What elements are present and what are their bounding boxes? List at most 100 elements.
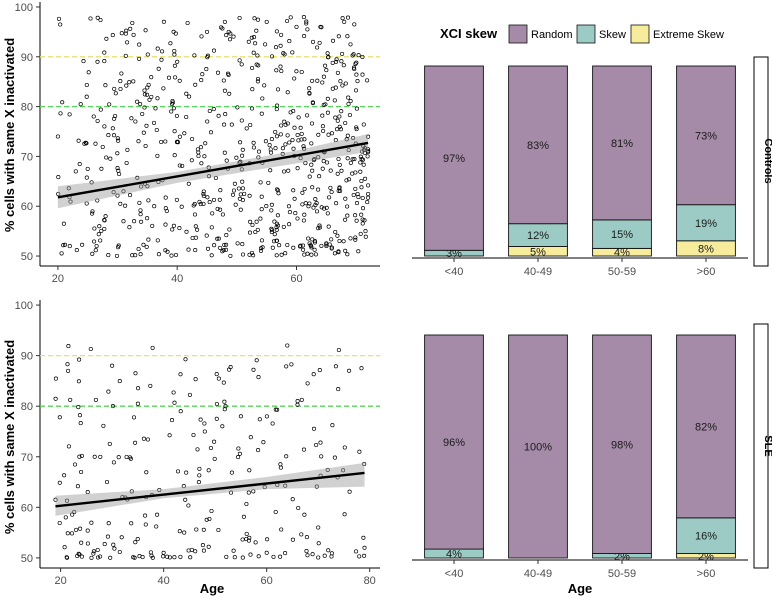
data-point <box>142 88 147 93</box>
data-point <box>343 248 348 253</box>
data-point <box>294 24 299 29</box>
data-point <box>259 207 264 212</box>
data-point <box>182 131 187 136</box>
data-point <box>199 34 204 39</box>
x-tick-label-bars-sle: >60 <box>697 568 716 580</box>
data-point <box>177 163 182 168</box>
data-point <box>201 548 206 553</box>
data-point <box>329 246 334 251</box>
data-point <box>206 165 211 170</box>
data-point <box>282 52 287 57</box>
data-point <box>279 527 284 532</box>
data-point <box>302 512 307 517</box>
data-point <box>59 251 64 256</box>
data-point <box>86 70 91 75</box>
data-point <box>144 244 149 249</box>
data-point <box>192 53 197 58</box>
data-point <box>155 46 160 51</box>
data-point <box>332 251 337 256</box>
data-point <box>195 147 200 152</box>
data-point <box>102 217 107 223</box>
data-point <box>95 547 100 553</box>
data-point <box>325 110 330 115</box>
y-tick-label-sle: 50 <box>21 553 33 565</box>
data-point <box>282 169 287 174</box>
data-point <box>212 243 217 248</box>
data-point <box>256 448 261 453</box>
data-point <box>257 417 262 422</box>
data-point <box>79 540 84 545</box>
data-point <box>72 462 78 467</box>
data-point <box>184 91 189 96</box>
data-point <box>302 146 307 151</box>
data-point <box>199 161 204 166</box>
data-point <box>287 140 292 145</box>
data-point <box>287 222 292 227</box>
data-point <box>288 15 293 20</box>
legend-item-random: Random <box>508 24 573 44</box>
data-point <box>151 120 157 125</box>
bar-segment-random <box>508 334 568 559</box>
data-point <box>326 132 331 137</box>
data-point <box>189 158 194 163</box>
data-point <box>119 535 124 540</box>
data-point <box>133 253 138 258</box>
x-tick-label-bars-sle: <40 <box>445 568 464 580</box>
data-point <box>316 187 321 192</box>
data-point <box>238 140 243 145</box>
y-axis-title-controls: % cells with same X inactivated <box>2 38 17 232</box>
data-point <box>178 554 183 559</box>
data-point <box>119 71 124 76</box>
data-point <box>124 28 129 33</box>
data-point <box>96 232 101 237</box>
data-point <box>76 405 81 410</box>
x-tick-label-bars-controls: 40-49 <box>524 266 552 278</box>
data-point <box>102 124 107 129</box>
data-point <box>344 137 349 142</box>
data-point <box>90 251 95 256</box>
data-point <box>337 238 342 244</box>
bar-label-skew: 3% <box>446 248 462 260</box>
data-point <box>240 186 245 191</box>
bar-label-random: 98% <box>611 439 633 451</box>
data-point <box>241 514 246 519</box>
data-point <box>193 82 198 87</box>
data-point <box>255 227 260 232</box>
data-point <box>319 454 324 459</box>
data-point <box>346 101 351 107</box>
data-point <box>290 497 295 502</box>
data-point <box>302 34 307 39</box>
data-point <box>285 133 290 138</box>
data-point <box>138 212 143 217</box>
data-point <box>95 59 100 64</box>
data-point <box>355 79 360 84</box>
data-point <box>197 466 202 471</box>
data-point <box>110 126 115 131</box>
data-point <box>128 26 133 31</box>
data-point <box>266 180 271 185</box>
data-point <box>95 198 100 203</box>
data-point <box>222 19 227 24</box>
y-tick-label-controls: 70 <box>21 151 33 163</box>
bar-label-random: 81% <box>611 138 633 150</box>
data-point <box>155 96 160 101</box>
data-point <box>175 59 180 64</box>
data-point <box>198 417 203 422</box>
data-point <box>155 512 160 517</box>
data-point <box>254 28 259 33</box>
data-point <box>166 75 172 80</box>
data-point <box>203 141 208 146</box>
data-point <box>154 524 159 529</box>
data-point <box>131 32 136 37</box>
data-point <box>205 195 210 200</box>
data-point <box>274 238 279 243</box>
data-point <box>366 147 371 152</box>
data-point <box>78 421 83 426</box>
x-axis-title-bars: Age <box>568 581 593 596</box>
data-point <box>264 204 269 209</box>
data-point <box>123 31 128 36</box>
data-point <box>208 445 213 451</box>
data-point <box>269 202 274 207</box>
data-point <box>335 233 340 238</box>
data-point <box>102 226 107 232</box>
